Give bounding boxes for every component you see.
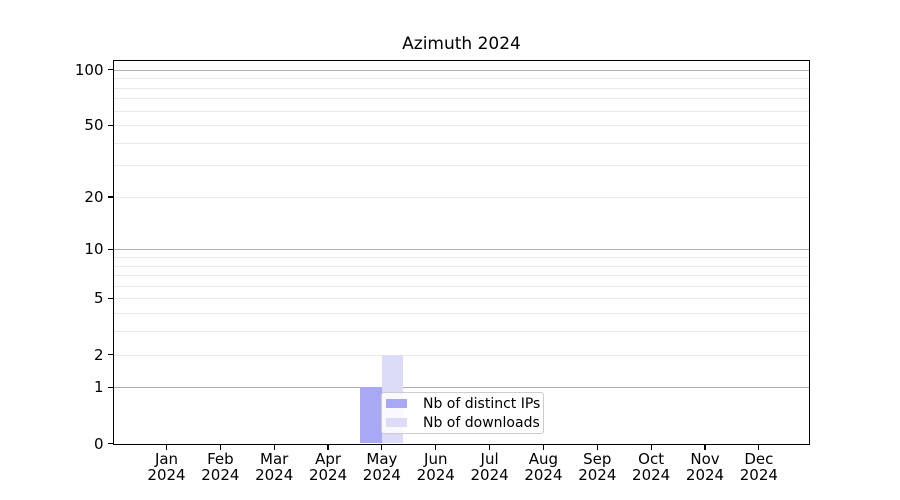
x-axis-month-label: Jul 2024 [458, 450, 522, 484]
y-gridline-major [114, 387, 809, 389]
x-tick-mark [219, 444, 221, 450]
y-gridline-minor [114, 98, 809, 100]
y-axis-tick-label: 20 [84, 187, 104, 206]
y-axis-tick-label: 1 [93, 378, 104, 397]
y-axis-tick-label: 10 [84, 240, 104, 259]
y-gridline-major [114, 69, 809, 71]
y-tick-mark [107, 69, 113, 71]
legend: Nb of distinct IPs Nb of downloads [381, 392, 544, 434]
month-name: Nov [690, 450, 720, 468]
y-gridline-minor [114, 313, 809, 315]
y-gridline-minor [114, 265, 809, 267]
bar-distinct-ips [360, 387, 382, 443]
legend-item: Nb of downloads [386, 414, 540, 431]
month-name: Feb [207, 450, 234, 468]
x-tick-mark [273, 444, 275, 450]
x-axis-month-label: Mar 2024 [242, 450, 306, 484]
x-tick-mark [596, 444, 598, 450]
x-tick-mark [435, 444, 437, 450]
x-tick-mark [165, 444, 168, 450]
month-year: 2024 [739, 465, 778, 484]
y-gridline-minor [114, 125, 809, 127]
y-gridline-minor [114, 275, 809, 277]
month-year: 2024 [255, 465, 294, 484]
month-year: 2024 [147, 465, 186, 484]
month-year: 2024 [362, 465, 401, 484]
y-gridline-minor [114, 257, 809, 259]
month-year: 2024 [685, 465, 725, 484]
month-name: Dec [744, 450, 774, 468]
x-tick-mark [542, 444, 545, 450]
month-name: Jan [154, 450, 179, 468]
legend-swatch-distinct-ips [386, 398, 407, 409]
y-axis-tick-label: 0 [93, 434, 104, 453]
y-tick-mark [107, 386, 113, 388]
month-year: 2024 [524, 465, 563, 484]
month-year: 2024 [578, 465, 617, 484]
y-gridline-minor [114, 298, 809, 300]
y-gridline-minor [114, 331, 809, 333]
y-gridline-minor [114, 285, 809, 287]
y-tick-mark [107, 442, 113, 445]
month-name: Jul [480, 450, 499, 468]
x-axis-month-label: Nov 2024 [673, 450, 737, 484]
x-axis-month-label: Sep 2024 [565, 450, 629, 484]
y-tick-mark [107, 297, 113, 299]
month-name: Jun [424, 450, 448, 468]
month-year: 2024 [416, 465, 455, 484]
y-tick-mark [107, 124, 113, 126]
y-tick-mark [107, 248, 113, 250]
y-gridline-minor [114, 196, 809, 198]
x-axis-month-label: Feb 2024 [188, 450, 252, 484]
y-tick-mark [107, 196, 113, 198]
month-year: 2024 [470, 465, 509, 484]
x-axis-month-label: May 2024 [350, 450, 414, 484]
legend-label-distinct-ips: Nb of distinct IPs [423, 395, 541, 412]
month-name: Aug [528, 450, 559, 468]
x-axis-month-label: Oct 2024 [619, 450, 683, 484]
x-tick-mark [758, 444, 760, 450]
x-tick-mark [381, 444, 383, 450]
chart-title: Azimuth 2024 [402, 34, 521, 54]
month-name: Apr [315, 450, 342, 468]
x-axis-month-label: Dec 2024 [727, 450, 791, 484]
y-gridline-minor [114, 165, 809, 167]
month-year: 2024 [308, 465, 348, 484]
x-axis-month-label: Jan 2024 [135, 450, 199, 484]
month-name: May [366, 450, 398, 468]
x-tick-mark [327, 444, 329, 450]
month-name: Mar [260, 450, 289, 468]
x-axis-month-label: Apr 2024 [296, 450, 360, 484]
y-axis-tick-label: 5 [93, 289, 104, 308]
month-name: Oct [638, 450, 665, 468]
month-year: 2024 [201, 465, 240, 484]
x-tick-mark [650, 444, 652, 450]
x-tick-mark [704, 444, 706, 450]
x-axis-month-label: Jun 2024 [404, 450, 468, 484]
y-axis-tick-label: 50 [84, 116, 104, 135]
month-year: 2024 [632, 465, 671, 484]
y-tick-mark [107, 353, 113, 356]
x-axis-month-label: Aug 2024 [511, 450, 575, 484]
y-gridline-minor [114, 354, 809, 356]
y-gridline-minor [114, 142, 809, 144]
y-gridline-major [114, 249, 809, 251]
y-gridline-minor [114, 78, 809, 80]
legend-label-downloads: Nb of downloads [423, 414, 540, 431]
legend-swatch-downloads [386, 417, 407, 428]
y-axis-tick-label: 100 [74, 60, 104, 79]
x-tick-mark [489, 444, 491, 450]
y-gridline-minor [114, 110, 809, 112]
legend-item: Nb of distinct IPs [386, 395, 541, 412]
month-name: Sep [583, 450, 612, 468]
y-axis-tick-label: 2 [93, 345, 104, 364]
y-gridline-minor [114, 87, 809, 89]
